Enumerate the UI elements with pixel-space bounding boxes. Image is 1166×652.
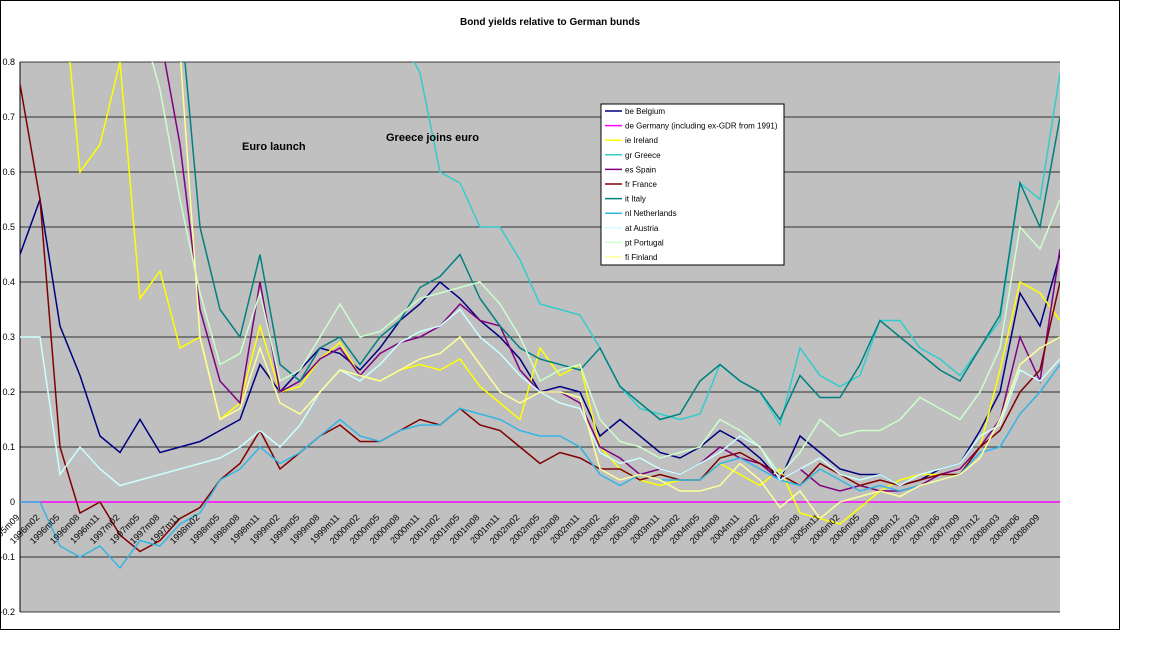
- y-tick-label: 0.7: [2, 112, 15, 122]
- y-tick-label: -0.2: [0, 607, 15, 617]
- y-tick-label: 0.6: [2, 167, 15, 177]
- legend-label: es Spain: [625, 165, 656, 174]
- legend-label: de Germany (including ex-GDR from 1991): [625, 122, 778, 131]
- chart-title: Bond yields relative to German bunds: [460, 17, 640, 28]
- legend-label: fi Finland: [625, 253, 657, 262]
- legend: be Belgium de Germany (including ex-GDR f…: [600, 103, 785, 266]
- y-tick-label: 0.5: [2, 222, 15, 232]
- series-line: [413, 62, 1060, 427]
- y-tick-label: 0: [10, 497, 15, 507]
- y-tick-label: 0.2: [2, 387, 15, 397]
- legend-label: nl Netherlands: [625, 209, 677, 218]
- legend-label: pt Portugal: [625, 238, 664, 247]
- y-tick-label: 0.4: [2, 277, 15, 287]
- legend-label: ie Ireland: [625, 136, 658, 145]
- y-tick-label: 0.1: [2, 442, 15, 452]
- y-tick-label: 0.3: [2, 332, 15, 342]
- legend-label: at Austria: [625, 224, 659, 233]
- lines: [20, 62, 1060, 570]
- annotation: Euro launch: [242, 141, 306, 153]
- y-tick-label: 0.8: [2, 57, 15, 67]
- series-line: [20, 364, 1060, 570]
- series-line: [151, 62, 1060, 476]
- annotation: Greece joins euro: [386, 132, 479, 144]
- y-tick-label: -0.1: [0, 552, 15, 562]
- legend-label: be Belgium: [625, 107, 665, 116]
- series-line: [20, 83, 1060, 553]
- legend-box: [600, 103, 785, 266]
- legend-label: gr Greece: [625, 151, 661, 160]
- series-line: [180, 62, 1060, 520]
- legend-label: it Italy: [625, 195, 646, 204]
- series-line: [184, 62, 1060, 421]
- legend-label: fr France: [625, 180, 658, 189]
